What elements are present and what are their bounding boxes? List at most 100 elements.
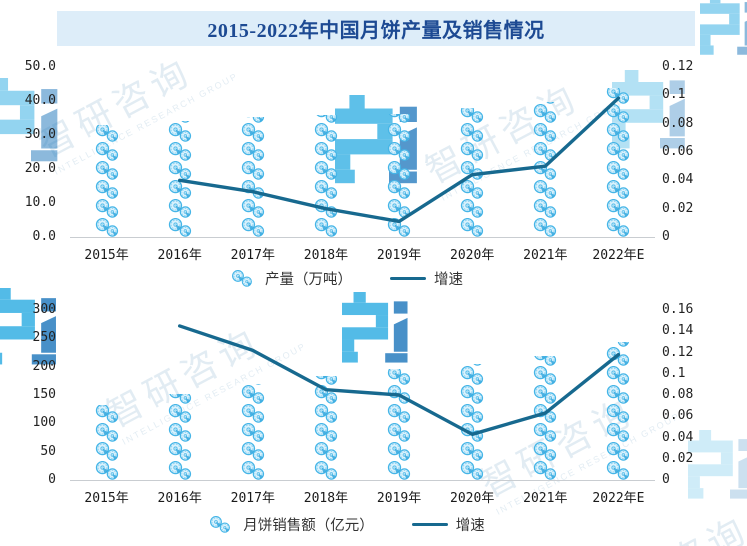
x-axis-category-label: 2022年E: [592, 491, 645, 506]
mooncake-icon: [461, 217, 484, 237]
mooncake-icon: [387, 113, 411, 123]
legend-line-swatch: [390, 276, 426, 281]
mooncake-icon: [534, 422, 557, 442]
x-axis-category-label: 2019年: [376, 248, 422, 263]
secondary-y-axis-tick-label: 0.06: [662, 408, 694, 424]
x-axis-category-label: 2017年: [230, 248, 275, 263]
secondary-y-axis-tick-label: 0.04: [662, 429, 694, 445]
pictogram-bar: [167, 394, 193, 480]
y-axis-tick-label: 30.0: [24, 127, 56, 142]
zhiyan-logo-icon: [700, 0, 747, 55]
mooncake-icon: [607, 384, 630, 404]
mooncake-icon: [168, 179, 191, 199]
mooncake-icon: [534, 141, 557, 161]
secondary-y-axis-tick-label: 0.08: [662, 115, 694, 131]
secondary-y-axis-tick-label: 0.02: [662, 450, 694, 466]
legend-line-label: 增速: [434, 272, 463, 288]
mooncake-icon: [607, 217, 630, 237]
secondary-y-axis-tick-label: 0.08: [662, 387, 694, 402]
mooncake-icon: [314, 441, 338, 461]
mooncake-icon: [387, 198, 411, 218]
mooncake-icon: [168, 460, 191, 480]
x-axis-category-label: 2015年: [84, 491, 129, 506]
pictogram-bar: [532, 101, 558, 237]
mooncake-icon: [534, 179, 557, 199]
mooncake-icon: [534, 384, 557, 404]
x-axis-category-label: 2018年: [303, 491, 349, 506]
x-axis-category-label: 2016年: [157, 248, 202, 263]
mooncake-icon: [314, 217, 338, 237]
x-axis-line: [70, 480, 655, 481]
mooncake-icon: [534, 365, 557, 385]
mooncake-icon: [95, 125, 118, 142]
x-axis-category-label: 2017年: [230, 491, 275, 506]
mooncake-icon: [314, 375, 338, 385]
mooncake-icon: [95, 198, 118, 218]
mooncake-icon: [168, 422, 191, 442]
mooncake-icon: [607, 460, 630, 480]
secondary-y-axis-tick-label: 0.1: [662, 365, 686, 381]
mooncake-icon: [314, 160, 338, 180]
pictogram-bar: [386, 368, 412, 480]
x-axis-category-label: 2021年: [523, 491, 568, 506]
mooncake-icon: [95, 179, 118, 199]
mooncake-icon: [241, 217, 264, 237]
mooncake-icon: [387, 122, 411, 142]
mooncake-icon: [168, 122, 191, 142]
mooncake-icon: [168, 394, 191, 404]
mooncake-icon: [607, 160, 630, 180]
secondary-y-axis-tick-label: 0.1: [662, 87, 686, 103]
y-axis-tick-label: 300: [32, 302, 56, 317]
mooncake-icon: [461, 198, 484, 218]
mooncake-icon: [534, 103, 557, 123]
mooncake-icon: [461, 441, 484, 461]
mooncake-icon: [607, 122, 630, 142]
pictogram-bar: [240, 117, 266, 237]
mooncake-icon: [168, 141, 191, 161]
x-axis-category-label: 2019年: [376, 491, 422, 506]
legend-line-label: 增速: [455, 518, 485, 534]
mooncake-icon: [607, 103, 630, 123]
x-axis-category-label: 2021年: [523, 248, 568, 263]
mooncake-icon: [461, 122, 484, 142]
mooncake-icon: [168, 198, 191, 218]
mooncake-icon: [461, 141, 484, 161]
mooncake-icon: [387, 422, 411, 442]
mooncake-icon: [241, 384, 264, 404]
zhiyan-logo-icon: [342, 292, 408, 363]
x-axis-category-label: 2020年: [450, 491, 495, 506]
pictogram-bar: [605, 88, 631, 237]
secondary-y-axis-tick-label: 0: [662, 472, 670, 487]
mooncake-icon: [534, 441, 557, 461]
legend-mooncake-icon: [210, 516, 231, 533]
mooncake-icon: [241, 460, 264, 480]
mooncake-icon: [461, 384, 484, 404]
mooncake-icon: [387, 441, 411, 461]
mooncake-icon: [387, 368, 411, 385]
pictogram-bar: [459, 363, 485, 480]
mooncake-icon: [95, 160, 118, 180]
pictogram-bar: [605, 341, 631, 480]
mooncake-icon: [95, 141, 118, 161]
mooncake-icon: [241, 403, 264, 423]
mooncake-icon: [461, 460, 484, 480]
y-axis-tick-label: 200: [32, 358, 56, 374]
mooncake-icon: [95, 441, 118, 461]
secondary-y-axis-tick-label: 0: [662, 229, 670, 244]
mooncake-icon: [168, 403, 191, 423]
mooncake-icon: [241, 141, 264, 161]
pictogram-bar: [313, 375, 339, 480]
y-axis-tick-label: 10.0: [24, 195, 56, 210]
mooncake-icon: [607, 365, 630, 385]
mooncake-icon: [607, 141, 630, 161]
zhiyan-logo-icon: [0, 288, 56, 365]
pictogram-bar: [94, 405, 120, 480]
mooncake-icon: [168, 217, 191, 237]
mooncake-icon: [314, 460, 338, 480]
y-axis-tick-label: 40.0: [24, 93, 56, 108]
legend-bar-label: 产量（万吨）: [265, 272, 352, 288]
secondary-y-axis-tick-label: 0.02: [662, 200, 694, 216]
y-axis-tick-label: 250: [32, 330, 56, 346]
